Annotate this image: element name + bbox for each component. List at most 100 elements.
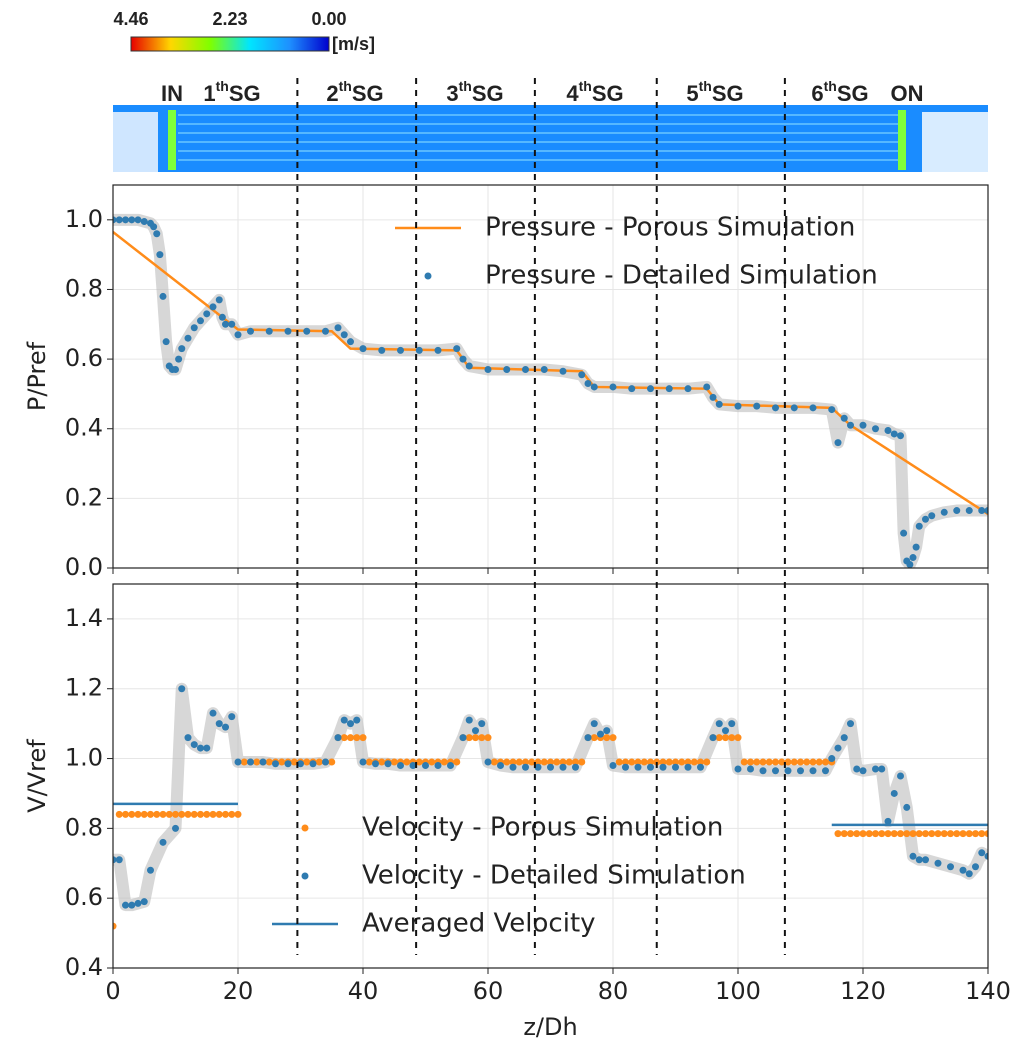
data-point: [135, 811, 142, 818]
data-point: [141, 898, 148, 905]
data-point: [710, 394, 717, 401]
data-point: [203, 310, 210, 317]
data-point: [397, 347, 404, 354]
data-point: [728, 720, 735, 727]
data-point: [150, 223, 157, 230]
y-tick-label: 0.4: [65, 414, 103, 442]
x-tick-label: 20: [223, 977, 254, 1005]
data-point: [116, 811, 123, 818]
section-suffix: SG: [229, 81, 261, 106]
data-point: [485, 734, 492, 741]
data-point: [203, 811, 210, 818]
data-point: [503, 759, 510, 766]
data-point: [341, 717, 348, 724]
data-point: [453, 345, 460, 352]
data-point: [128, 811, 135, 818]
data-point: [841, 734, 848, 741]
data-point: [716, 720, 723, 727]
data-point: [591, 734, 598, 741]
y-tick-label: 1.2: [65, 674, 103, 702]
data-point: [216, 720, 223, 727]
data-point: [353, 717, 360, 724]
data-point: [978, 849, 985, 856]
data-point: [960, 830, 967, 837]
data-point: [210, 710, 217, 717]
data-point: [210, 811, 217, 818]
data-point: [185, 335, 192, 342]
data-point: [163, 338, 170, 345]
data-point: [235, 331, 242, 338]
data-point: [872, 425, 879, 432]
data-point: [591, 720, 598, 727]
data-point: [156, 251, 163, 258]
y-tick-label: 0.6: [65, 883, 103, 911]
data-point: [860, 830, 867, 837]
data-point: [560, 368, 567, 375]
data-point: [966, 507, 973, 514]
data-point: [560, 764, 567, 771]
data-point: [828, 406, 835, 413]
data-point: [922, 856, 929, 863]
data-point: [222, 724, 229, 731]
data-point: [641, 759, 648, 766]
section-superscript: th: [216, 78, 229, 94]
data-point: [822, 759, 829, 766]
data-point: [860, 422, 867, 429]
data-point: [828, 755, 835, 762]
data-point: [735, 403, 742, 410]
data-point: [906, 561, 913, 568]
data-point: [128, 902, 135, 909]
data-point: [128, 216, 135, 223]
inlet-region: [113, 112, 158, 172]
data-point: [647, 385, 654, 392]
data-point: [835, 745, 842, 752]
data-point: [466, 363, 473, 370]
data-point: [391, 759, 398, 766]
data-point: [966, 870, 973, 877]
data-point: [216, 811, 223, 818]
data-point: [922, 830, 929, 837]
data-point: [647, 764, 654, 771]
data-point: [635, 764, 642, 771]
data-point: [216, 296, 223, 303]
data-point: [891, 790, 898, 797]
section-label: 2thSG: [326, 78, 383, 106]
data-point: [753, 403, 760, 410]
data-point: [235, 811, 242, 818]
data-point: [847, 830, 854, 837]
page: {"colorbar":{"lim":[4.46,0],"ticks":[4.4…: [0, 0, 1019, 1046]
data-point: [916, 830, 923, 837]
outlet-nozzle: [898, 110, 906, 170]
section-label: ON: [891, 81, 924, 106]
section-suffix: SG: [472, 81, 504, 106]
data-point: [935, 830, 942, 837]
data-point: [360, 759, 367, 766]
data-point: [175, 356, 182, 363]
data-point: [935, 860, 942, 867]
data-point: [422, 762, 429, 769]
data-point: [772, 404, 779, 411]
data-point: [378, 347, 385, 354]
data-point: [847, 720, 854, 727]
data-point: [941, 830, 948, 837]
data-point: [435, 347, 442, 354]
data-point: [703, 759, 710, 766]
legend-label: Velocity - Detailed Simulation: [362, 861, 746, 891]
data-point: [766, 759, 773, 766]
data-point: [610, 734, 617, 741]
data-point: [178, 811, 185, 818]
data-point: [697, 764, 704, 771]
data-point: [735, 766, 742, 773]
data-point: [266, 759, 273, 766]
y-tick-label: 1.4: [65, 604, 103, 632]
data-point: [222, 321, 229, 328]
x-tick-label: 60: [473, 977, 504, 1005]
data-point: [541, 366, 548, 373]
data-point: [841, 415, 848, 422]
y-tick-label: 1.0: [65, 744, 103, 772]
data-point: [116, 216, 123, 223]
data-point: [966, 830, 973, 837]
data-point: [891, 430, 898, 437]
data-point: [710, 734, 717, 741]
data-point: [566, 759, 573, 766]
